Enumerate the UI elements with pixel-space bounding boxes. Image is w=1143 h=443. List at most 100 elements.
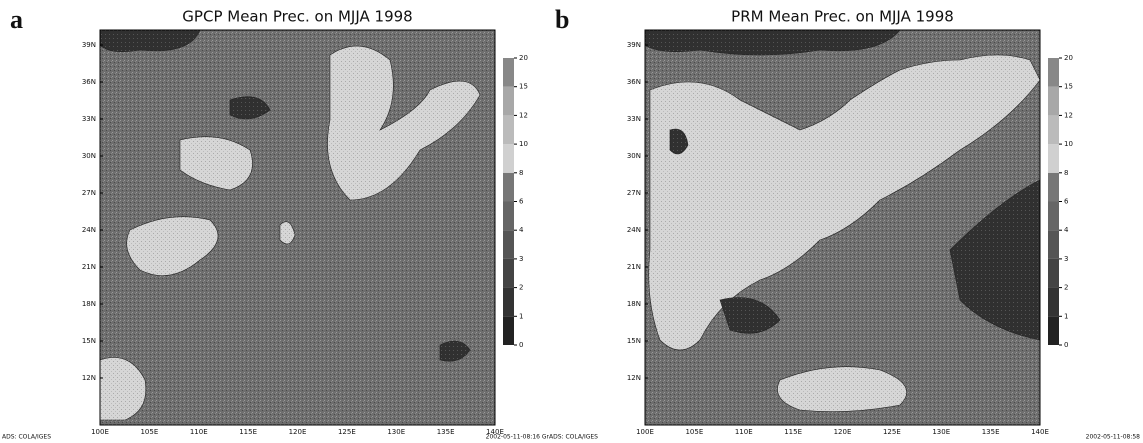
y-tick-label: 12N — [627, 374, 641, 382]
panel-label: a — [10, 5, 23, 34]
colorbar-segment — [503, 58, 514, 87]
y-tick-label: 21N — [82, 263, 96, 271]
colorbar-segment — [1048, 86, 1059, 116]
colorbar-segment — [503, 144, 514, 173]
x-tick-label: 110E — [190, 428, 208, 436]
colorbar-label: 12 — [519, 111, 528, 119]
precip-region — [439, 340, 471, 362]
colorbar-segment — [503, 287, 514, 317]
colorbar-segment — [1048, 172, 1059, 202]
y-tick-label: 15N — [627, 337, 641, 345]
y-tick-label: 15N — [82, 337, 96, 345]
x-tick-label: 125E — [883, 428, 901, 436]
y-tick-label: 24N — [627, 226, 641, 234]
precip-region — [179, 136, 253, 191]
colorbar-label: 0 — [1064, 341, 1068, 349]
x-tick-label: 105E — [140, 428, 158, 436]
x-tick-label: 140E — [486, 428, 504, 436]
y-tick-label: 27N — [82, 189, 96, 197]
x-tick-label: 140E — [1031, 428, 1049, 436]
colorbar-label: 20 — [519, 54, 528, 62]
x-tick-label: 130E — [387, 428, 405, 436]
map-title: GPCP Mean Prec. on MJJA 1998 — [182, 8, 412, 26]
colorbar-segment — [503, 201, 514, 231]
colorbar-label: 10 — [1064, 140, 1073, 148]
colorbar-segment — [1048, 316, 1059, 345]
y-tick-label: 27N — [627, 189, 641, 197]
x-tick-label: 125E — [338, 428, 356, 436]
colorbar-segment — [503, 86, 514, 116]
precip-region — [229, 96, 271, 120]
y-tick-label: 33N — [627, 115, 641, 123]
x-tick-label: 110E — [735, 428, 753, 436]
colorbar-label: 6 — [519, 198, 524, 206]
colorbar-label: 15 — [1064, 83, 1073, 91]
precip-region — [644, 29, 901, 56]
y-tick-label: 30N — [627, 152, 641, 160]
colorbar-label: 8 — [519, 169, 523, 177]
precip-region — [719, 297, 781, 334]
colorbar-segment — [1048, 201, 1059, 231]
colorbar-label: 6 — [1064, 198, 1069, 206]
map-title: PRM Mean Prec. on MJJA 1998 — [731, 8, 954, 26]
precip-region — [669, 128, 689, 155]
y-tick-label: 33N — [82, 115, 96, 123]
colorbar-label: 0 — [519, 341, 523, 349]
colorbar-label: 3 — [519, 255, 523, 263]
x-tick-label: 115E — [239, 428, 257, 436]
colorbar-label: 1 — [1064, 312, 1068, 320]
precip-region — [99, 357, 147, 421]
map-frame — [644, 29, 1041, 426]
precip-region — [777, 366, 907, 412]
colorbar-segment — [1048, 58, 1059, 87]
x-tick-label: 105E — [685, 428, 703, 436]
colorbar-label: 10 — [519, 140, 528, 148]
colorbar-label: 1 — [519, 312, 523, 320]
colorbar-segment — [1048, 287, 1059, 317]
colorbar-segment — [1048, 115, 1059, 145]
x-tick-label: 135E — [982, 428, 1000, 436]
colorbar-segment — [503, 258, 514, 288]
colorbar-label: 12 — [1064, 111, 1073, 119]
x-tick-label: 100E — [91, 428, 109, 436]
y-tick-label: 18N — [627, 300, 641, 308]
colorbar-segment — [503, 230, 514, 259]
y-tick-label: 12N — [82, 374, 96, 382]
y-tick-label: 30N — [82, 152, 96, 160]
y-tick-label: 36N — [627, 78, 641, 86]
colorbar-segment — [1048, 144, 1059, 173]
x-tick-label: 120E — [834, 428, 852, 436]
y-tick-label: 18N — [82, 300, 96, 308]
colorbar-segment — [503, 115, 514, 145]
x-tick-label: 100E — [636, 428, 654, 436]
colorbar-label: 4 — [519, 226, 524, 234]
footer: ADS: COLA/IGES — [2, 434, 51, 441]
precip-region — [327, 45, 481, 201]
colorbar-label: 4 — [1064, 226, 1069, 234]
y-tick-label: 21N — [627, 263, 641, 271]
precip-region — [99, 29, 201, 52]
colorbar-label: 2 — [519, 284, 523, 292]
x-tick-label: 115E — [784, 428, 802, 436]
x-tick-label: 135E — [437, 428, 455, 436]
x-tick-label: 130E — [932, 428, 950, 436]
timestamp: 2002-05-11-08:58 — [1086, 434, 1141, 441]
map-frame — [99, 29, 496, 426]
colorbar-label: 2 — [1064, 284, 1068, 292]
y-tick-label: 24N — [82, 226, 96, 234]
colorbar-label: 20 — [1064, 54, 1073, 62]
panel-label: b — [555, 5, 569, 34]
precip-region — [279, 221, 296, 245]
colorbar-segment — [1048, 258, 1059, 288]
footer: 2002-05-11-08:16 GrADS: COLA/IGES — [486, 434, 599, 441]
y-tick-label: 39N — [627, 41, 641, 49]
precip-region — [126, 216, 219, 276]
colorbar-label: 3 — [1064, 255, 1068, 263]
colorbar-segment — [503, 316, 514, 345]
precip-region — [648, 54, 1041, 351]
colorbar-label: 15 — [519, 83, 528, 91]
colorbar-segment — [503, 172, 514, 202]
colorbar-segment — [1048, 230, 1059, 259]
y-tick-label: 36N — [82, 78, 96, 86]
